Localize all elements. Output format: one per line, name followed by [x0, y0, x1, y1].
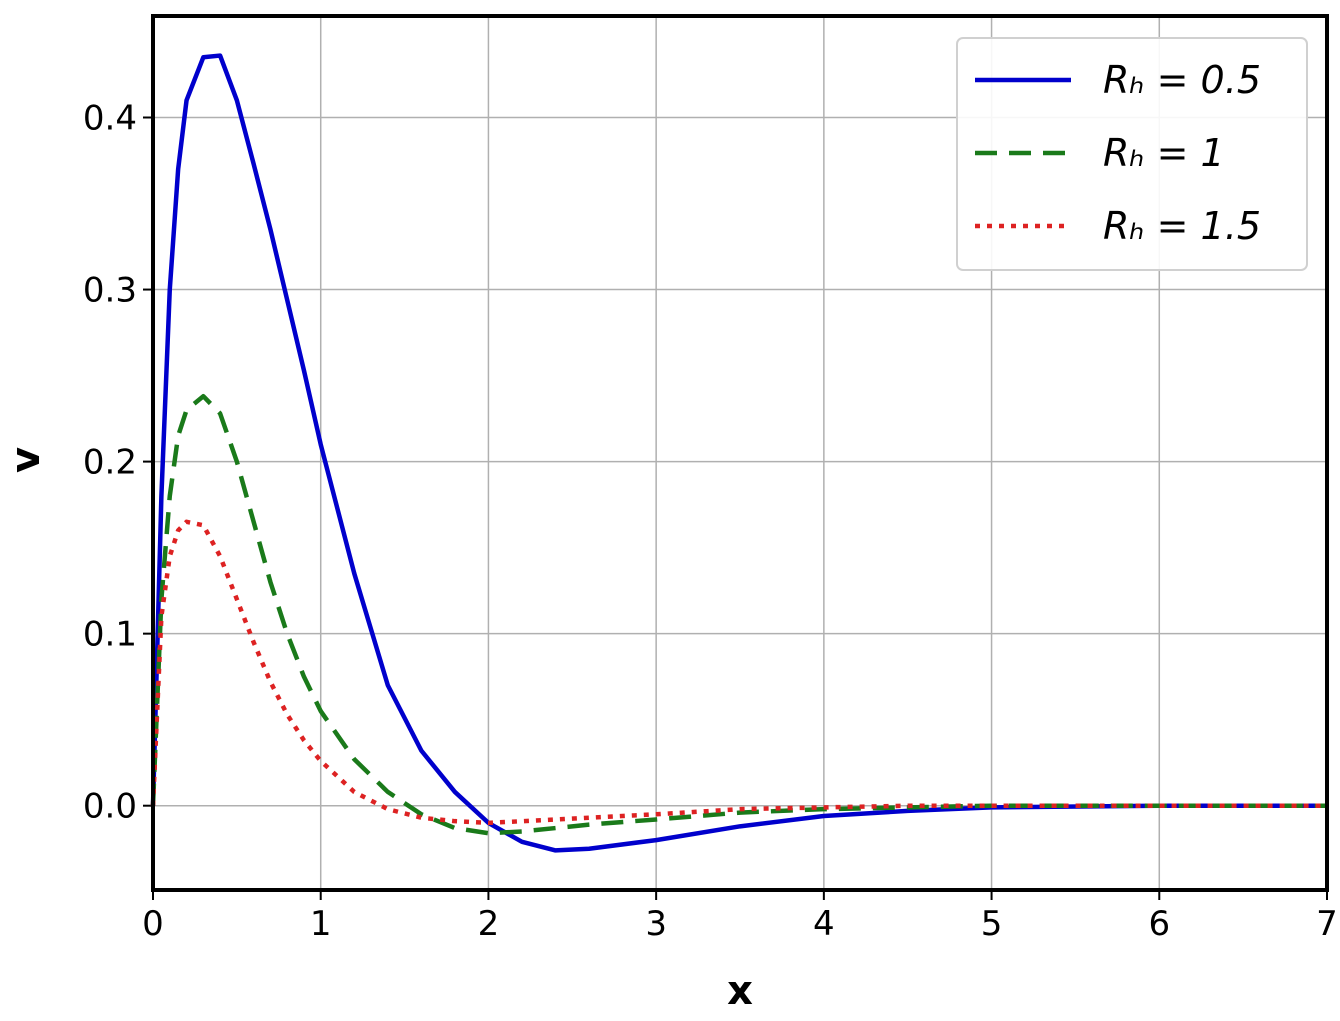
- data-line: [150, 519, 1327, 826]
- data-line: [150, 53, 1327, 853]
- plot-frame: [151, 14, 1329, 892]
- y-tick-label: 0.1: [83, 615, 137, 655]
- legend-label: Rₕ = 1.5: [1103, 204, 1261, 248]
- legend-label: Rₕ = 1: [1103, 131, 1225, 175]
- y-tick-label: 0.3: [83, 271, 137, 311]
- x-tick-label: 7: [1316, 904, 1338, 944]
- x-tick-label: 3: [645, 904, 667, 944]
- legend-label: Rₕ = 0.5: [1103, 58, 1261, 102]
- x-tick-label: 1: [310, 904, 332, 944]
- x-tick-label: 2: [478, 904, 500, 944]
- legend-box: [956, 37, 1308, 271]
- legend: Rₕ = 0.5 Rₕ = 1 Rₕ = 1.5: [956, 37, 1308, 271]
- y-axis-label: v: [3, 447, 49, 473]
- x-axis-label: x: [727, 968, 753, 1014]
- y-tick-label: 0.4: [83, 99, 137, 139]
- y-tick-label: 0.2: [83, 443, 137, 483]
- y-tick-label: 0.0: [83, 787, 137, 827]
- x-tick-label: 0: [142, 904, 164, 944]
- x-tick-label: 6: [1148, 904, 1170, 944]
- x-tick-label: 4: [813, 904, 835, 944]
- x-tick-label: 5: [981, 904, 1003, 944]
- data-line: [150, 393, 1327, 836]
